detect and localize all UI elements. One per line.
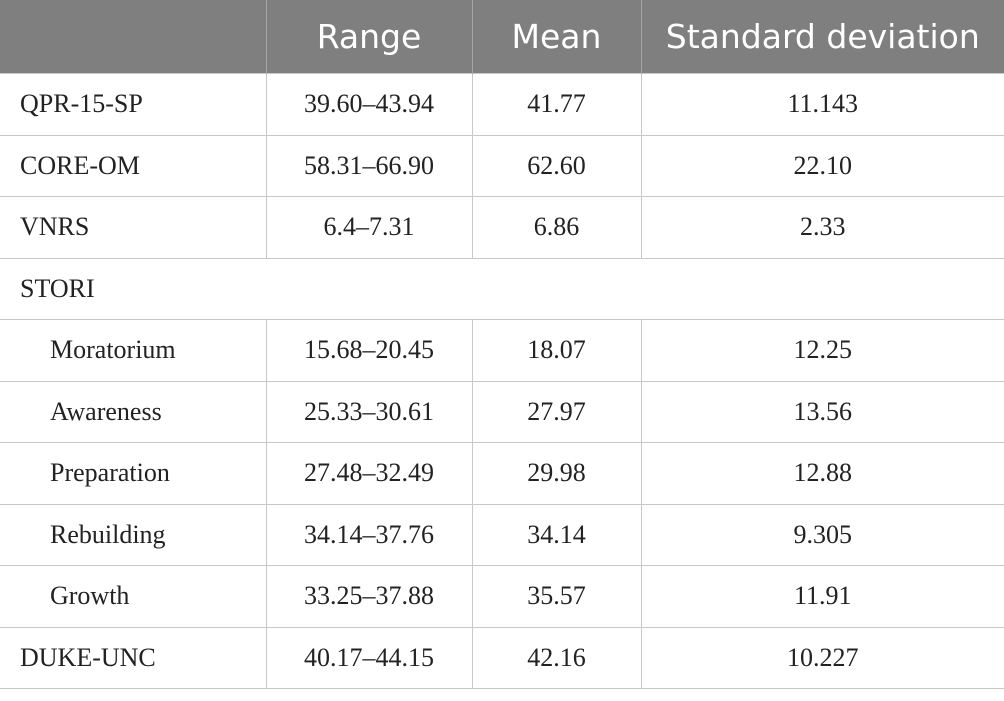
table-cell: 33.25–37.88 xyxy=(265,565,473,628)
table-cell: 27.48–32.49 xyxy=(265,442,473,505)
table-cell: 13.56 xyxy=(640,380,1004,443)
header-cell xyxy=(0,0,267,74)
table-cell: 2.33 xyxy=(640,196,1004,259)
row-label: Rebuilding xyxy=(0,503,267,566)
table-cell: 6.86 xyxy=(471,196,642,259)
table-cell: 62.60 xyxy=(471,134,642,197)
row-label: Moratorium xyxy=(0,319,267,382)
sub-row: Preparation 27.48–32.49 29.98 12.88 xyxy=(0,442,1004,505)
header-cell: Range xyxy=(266,0,473,74)
table-cell: 34.14 xyxy=(471,503,642,566)
table-cell: 25.33–30.61 xyxy=(265,380,473,443)
table-cell: 58.31–66.90 xyxy=(265,134,473,197)
sub-row: Rebuilding 34.14–37.76 34.14 9.305 xyxy=(0,503,1004,566)
table-cell: 11.91 xyxy=(640,565,1004,628)
row-label: Growth xyxy=(0,565,267,628)
table-row: DUKE-UNC 40.17–44.15 42.16 10.227 xyxy=(0,626,1004,689)
table-cell: 12.88 xyxy=(640,442,1004,505)
table-cell: 6.4–7.31 xyxy=(265,196,473,259)
table-cell: 27.97 xyxy=(471,380,642,443)
row-label: Preparation xyxy=(0,442,267,505)
row-label: VNRS xyxy=(0,196,267,259)
row-label: STORI xyxy=(0,257,1004,320)
table-cell: 15.68–20.45 xyxy=(265,319,473,382)
table-cell: 29.98 xyxy=(471,442,642,505)
table-cell: 34.14–37.76 xyxy=(265,503,473,566)
table-cell: 39.60–43.94 xyxy=(265,73,473,136)
table-row: STORI xyxy=(0,257,1004,320)
table-body: QPR-15-SP 39.60–43.94 41.77 11.143 CORE-OM 58… xyxy=(0,73,1004,689)
table-row: VNRS 6.4–7.31 6.86 2.33 xyxy=(0,196,1004,259)
sub-row: Growth 33.25–37.88 35.57 11.91 xyxy=(0,565,1004,628)
table-cell: 18.07 xyxy=(471,319,642,382)
sub-row: Moratorium 15.68–20.45 18.07 12.25 xyxy=(0,319,1004,382)
table-cell: 10.227 xyxy=(640,626,1004,689)
table-cell: 35.57 xyxy=(471,565,642,628)
table-cell: 40.17–44.15 xyxy=(265,626,473,689)
table-cell: 22.10 xyxy=(640,134,1004,197)
header-row: Range Mean Standard deviation xyxy=(0,0,1004,74)
row-label: DUKE-UNC xyxy=(0,626,267,689)
row-label: QPR-15-SP xyxy=(0,73,267,136)
table-cell: 11.143 xyxy=(640,73,1004,136)
row-label: CORE-OM xyxy=(0,134,267,197)
table-cell: 42.16 xyxy=(471,626,642,689)
table-cell: 12.25 xyxy=(640,319,1004,382)
header-cell: Mean xyxy=(472,0,642,74)
table-cell: 41.77 xyxy=(471,73,642,136)
header-cell: Standard deviation xyxy=(641,0,1004,74)
table-row: QPR-15-SP 39.60–43.94 41.77 11.143 xyxy=(0,73,1004,136)
row-label: Awareness xyxy=(0,380,267,443)
table-cell: 9.305 xyxy=(640,503,1004,566)
table-row: CORE-OM 58.31–66.90 62.60 22.10 xyxy=(0,134,1004,197)
sub-row: Awareness 25.33–30.61 27.97 13.56 xyxy=(0,380,1004,443)
